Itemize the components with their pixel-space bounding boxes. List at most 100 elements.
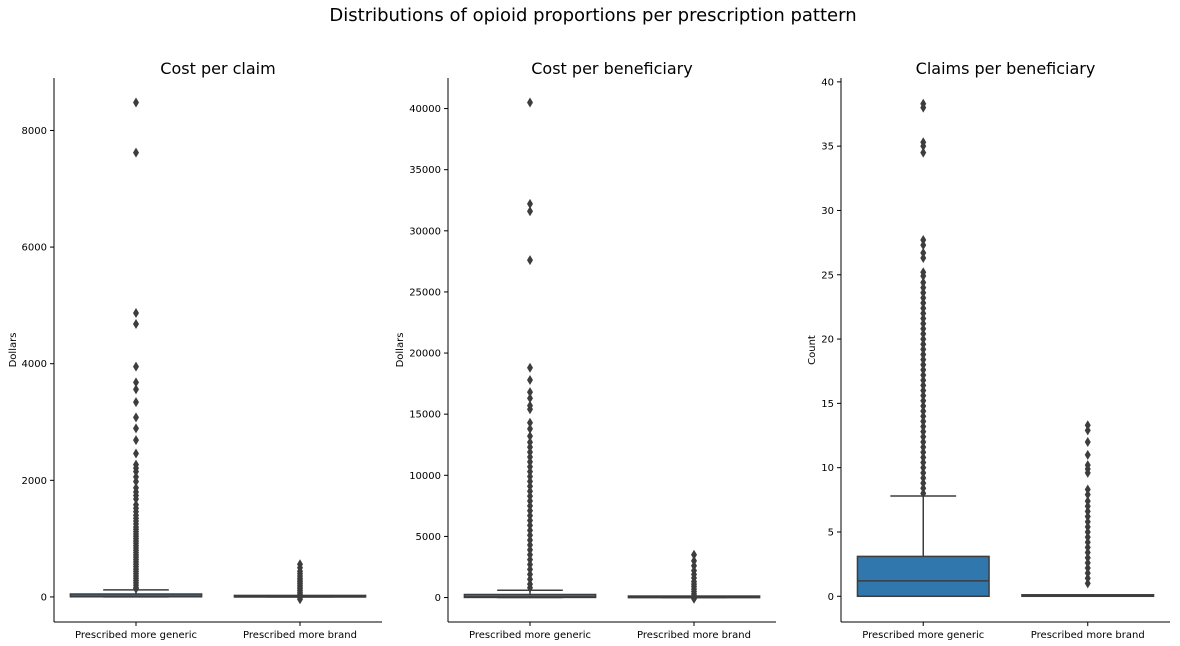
flier-point	[1084, 496, 1091, 507]
flier-point	[133, 397, 139, 408]
flier-point	[920, 472, 927, 483]
flier-point	[920, 318, 927, 329]
y-tick-label: 20	[821, 335, 834, 346]
flier-point	[527, 362, 533, 373]
flier-point	[920, 240, 927, 251]
flier-point	[920, 380, 927, 391]
flier-point	[920, 277, 927, 288]
flier-point	[920, 247, 927, 258]
flier-point	[527, 97, 533, 108]
flier-point	[1084, 562, 1091, 573]
flier-point	[920, 467, 927, 478]
flier-point	[920, 313, 927, 324]
flier-point	[527, 393, 533, 404]
panel-title: Claims per beneficiary	[916, 59, 1096, 78]
flier-point	[1084, 532, 1091, 543]
flier-point	[920, 271, 927, 282]
flier-point	[133, 412, 139, 423]
flier-point	[133, 377, 139, 388]
flier-point	[920, 400, 927, 411]
flier-point	[1084, 506, 1091, 517]
flier-point	[527, 374, 533, 385]
flier-point	[920, 411, 927, 422]
figure-suptitle: Distributions of opioid proportions per …	[329, 5, 856, 26]
x-tick-label: Prescribed more brand	[243, 630, 357, 641]
flier-point	[920, 406, 927, 417]
flier-point	[920, 478, 927, 489]
y-tick-label: 35000	[409, 165, 441, 176]
flier-point	[1084, 542, 1091, 553]
flier-point	[920, 395, 927, 406]
flier-point	[920, 308, 927, 319]
box-2	[627, 549, 761, 604]
flier-point	[133, 583, 139, 594]
y-tick-label: 0	[828, 592, 834, 603]
flier-point	[920, 147, 927, 158]
chart-panel-3: Claims per beneficiary Count 0 5 10 15 20 25 30 3…	[807, 59, 1170, 641]
panel-title: Cost per beneficiary	[531, 59, 692, 78]
flier-point	[920, 323, 927, 334]
y-tick-label: 40000	[409, 104, 441, 115]
y-axis-label: Dollars	[8, 333, 19, 368]
flier-point	[1084, 568, 1091, 579]
y-tick-label: 5000	[416, 532, 441, 543]
flier-point	[133, 466, 139, 477]
x-tick-label: Prescribed more generic	[75, 630, 197, 641]
flier-point	[920, 452, 927, 463]
y-axis-label: Dollars	[395, 333, 406, 368]
flier-point	[297, 594, 303, 605]
box-2	[1021, 420, 1155, 598]
flier-point	[1084, 449, 1091, 460]
flier-point	[527, 387, 533, 398]
flier-point	[691, 549, 697, 560]
flier-point	[133, 493, 139, 504]
flier-point	[1084, 573, 1091, 584]
flier-point	[1084, 578, 1091, 589]
y-tick-label: 0	[41, 592, 47, 603]
y-tick-label: 2000	[22, 476, 47, 487]
x-tick-label: Prescribed more generic	[469, 630, 591, 641]
flier-point	[1084, 489, 1091, 500]
flier-point	[920, 364, 927, 375]
flier-point	[920, 235, 927, 246]
flier-point	[1084, 516, 1091, 527]
y-tick-label: 8000	[22, 126, 47, 137]
flier-point	[920, 370, 927, 381]
flier-point	[920, 349, 927, 360]
flier-point	[920, 457, 927, 468]
flier-point	[920, 426, 927, 437]
flier-point	[1084, 521, 1091, 532]
flier-point	[133, 361, 139, 372]
y-tick-label: 0	[435, 593, 441, 604]
y-tick-label: 30	[821, 206, 834, 217]
x-tick-label: Prescribed more brand	[637, 630, 751, 641]
flier-point	[133, 384, 139, 395]
flier-point	[1084, 501, 1091, 512]
flier-point	[1084, 511, 1091, 522]
chart-panels: Cost per claimDollars02000400060008000Pr…	[8, 59, 1170, 641]
flier-point	[920, 328, 927, 339]
flier-point	[691, 593, 697, 604]
flier-point	[920, 436, 927, 447]
y-tick-label: 4000	[22, 359, 47, 370]
box-1	[463, 97, 597, 599]
flier-point	[133, 435, 139, 446]
y-tick-label: 15	[821, 399, 834, 410]
flier-point	[920, 339, 927, 350]
iqr-box	[856, 555, 990, 598]
flier-point	[920, 292, 927, 303]
flier-point	[920, 298, 927, 309]
flier-point	[1084, 557, 1091, 568]
flier-point	[527, 431, 533, 442]
flier-point	[920, 375, 927, 386]
flier-point	[920, 102, 927, 113]
y-tick-label: 10000	[409, 471, 441, 482]
flier-point	[920, 359, 927, 370]
flier-point	[1084, 537, 1091, 548]
flier-point	[527, 198, 533, 209]
y-tick-label: 25000	[409, 287, 441, 298]
flier-point	[133, 319, 139, 330]
flier-point	[920, 416, 927, 427]
y-axis-label: Count	[807, 335, 818, 365]
